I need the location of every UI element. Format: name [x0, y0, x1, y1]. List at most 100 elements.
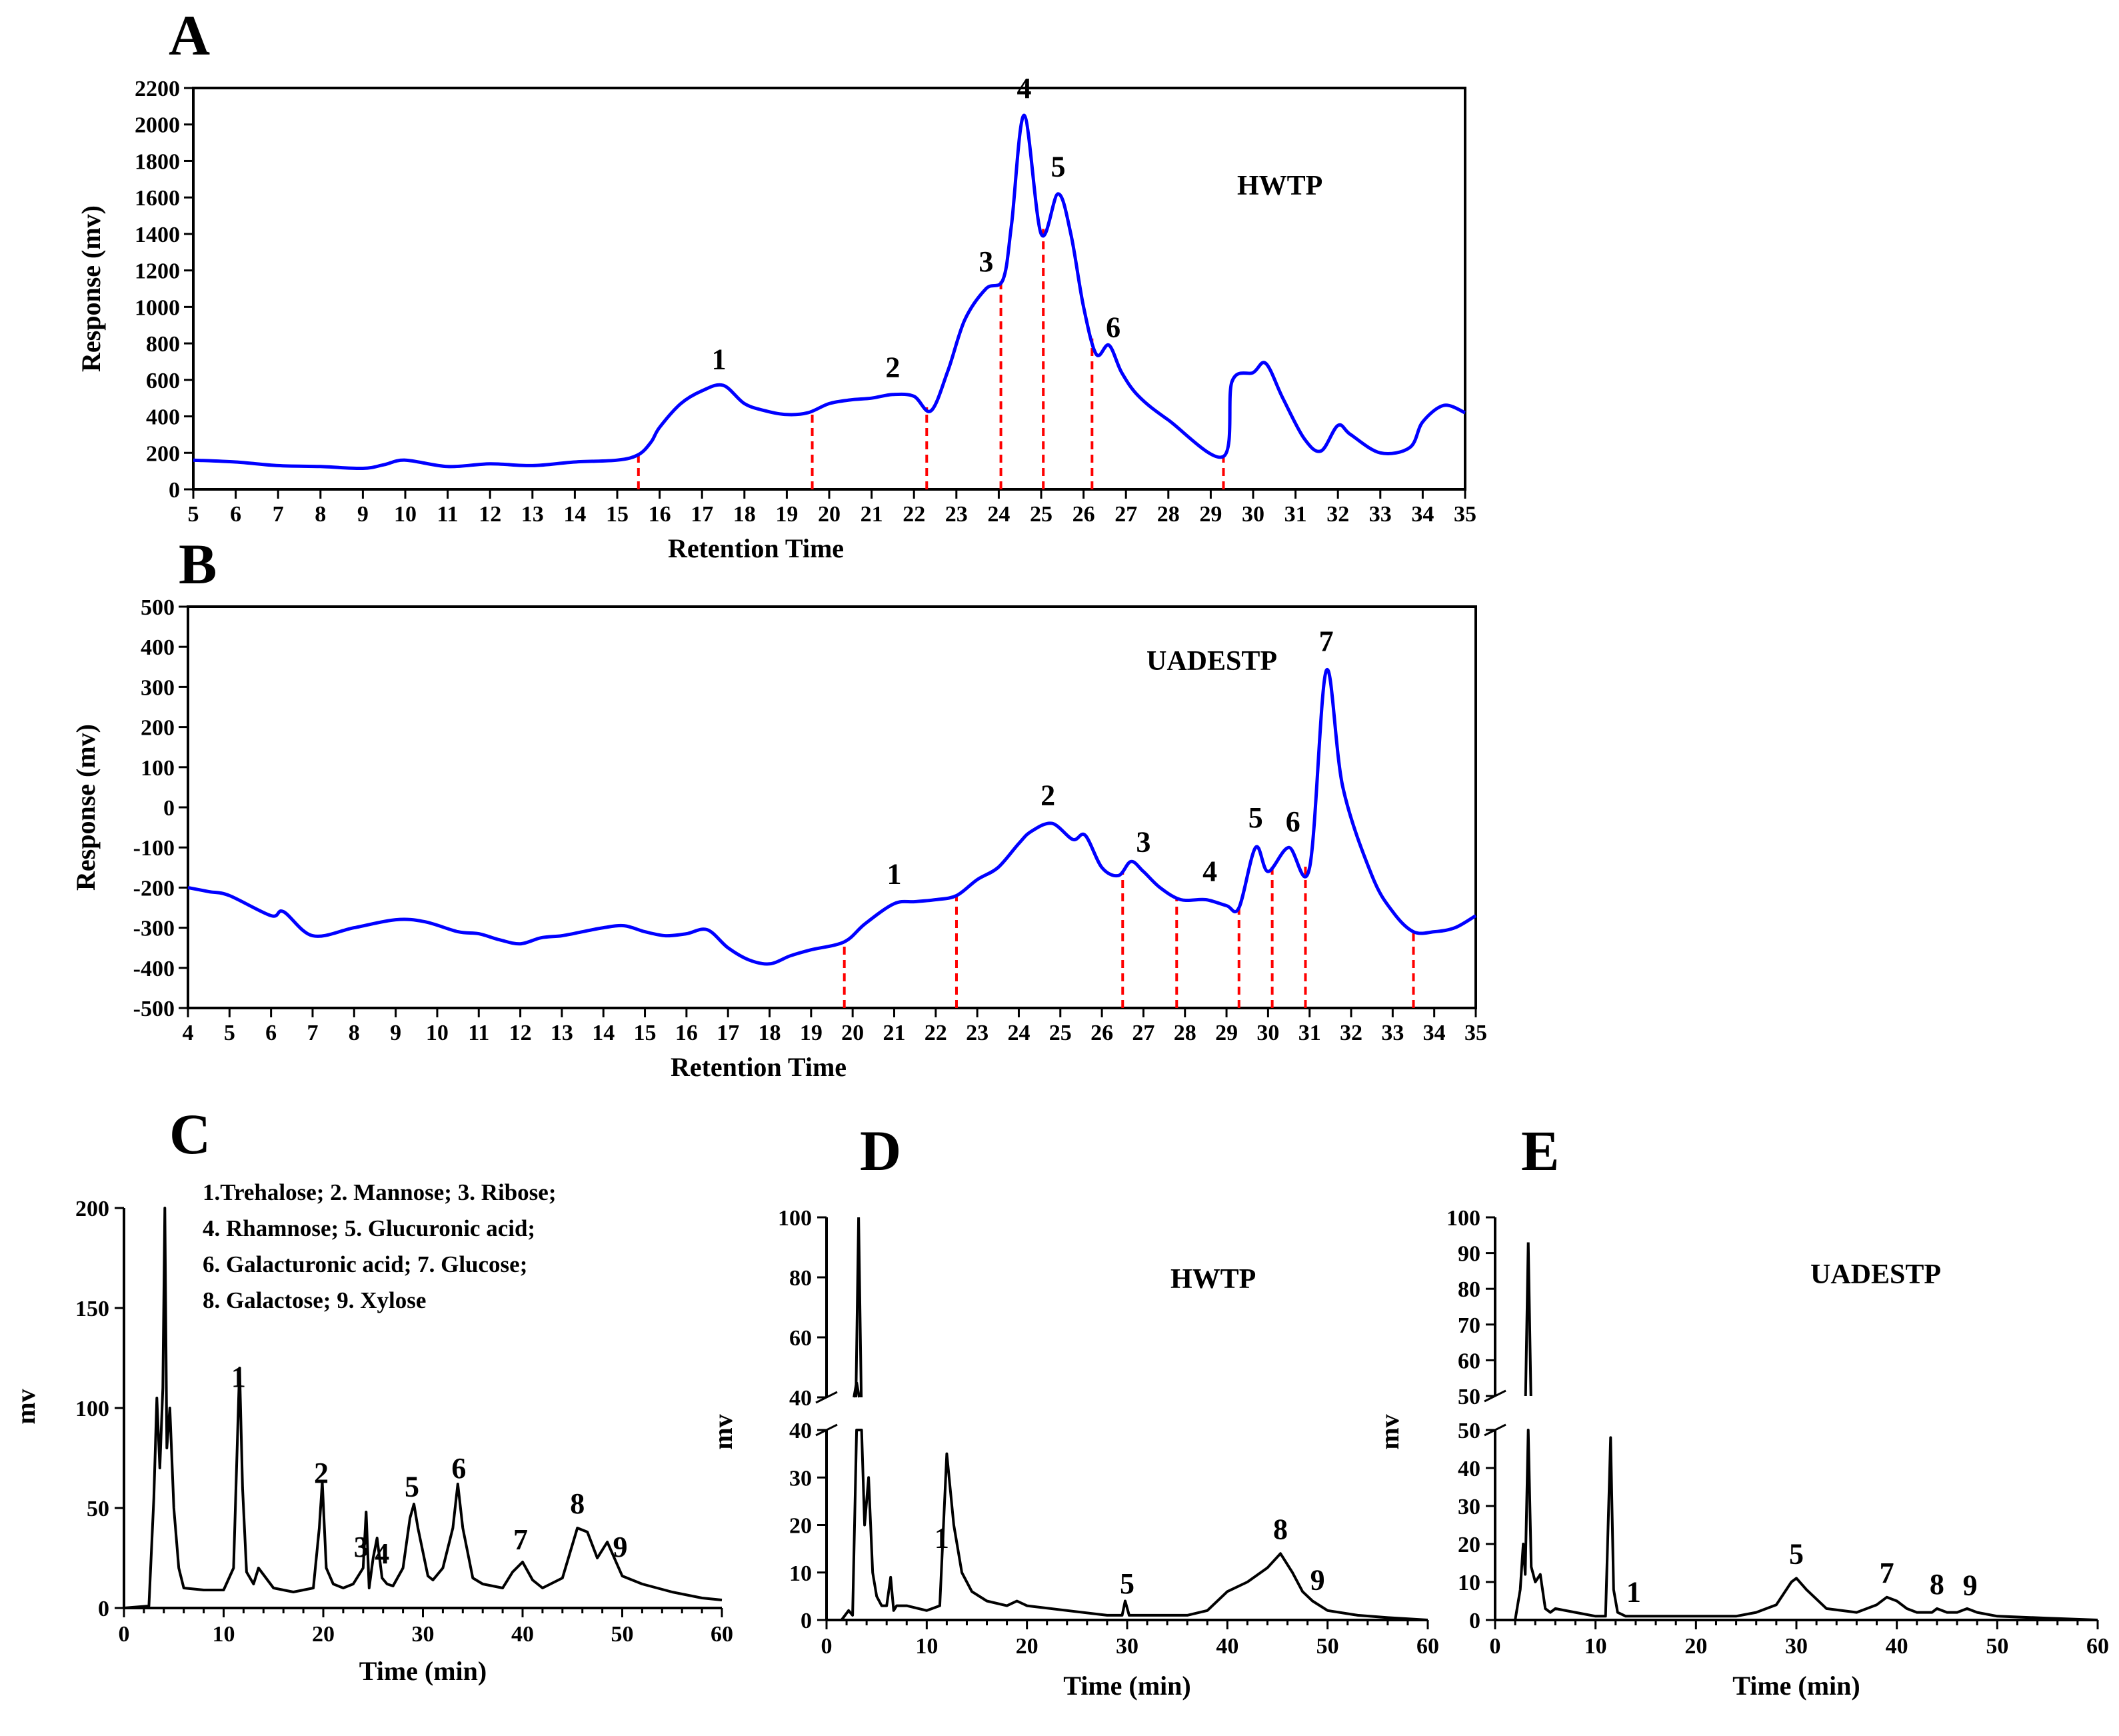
x-tick-label: 11 — [468, 1021, 489, 1045]
x-tick-label: 40 — [1886, 1634, 1908, 1659]
panel-a: A020040060080010001200140016001800200022… — [76, 3, 1476, 563]
x-tick-label: 28 — [1174, 1021, 1196, 1045]
peak-label: 7 — [513, 1523, 528, 1556]
chromatogram-line-upper — [1524, 1242, 1532, 1397]
x-tick-label: 20 — [818, 502, 841, 527]
x-tick-label: 34 — [1411, 502, 1434, 527]
x-tick-label: 13 — [551, 1021, 573, 1045]
x-tick-label: 0 — [821, 1634, 833, 1659]
chromatogram-line-lower — [827, 1429, 1428, 1621]
y-tick-label: 10 — [1458, 1571, 1480, 1595]
y-tick-label: 150 — [75, 1297, 109, 1321]
x-tick-label: 60 — [1416, 1634, 1439, 1659]
legend-line: 4. Rhamnose; 5. Glucuronic acid; — [203, 1215, 535, 1241]
x-tick-label: 20 — [312, 1622, 335, 1647]
x-tick-label: 35 — [1464, 1021, 1487, 1045]
sample-label: HWTP — [1170, 1264, 1256, 1295]
x-tick-label: 32 — [1340, 1021, 1362, 1045]
y-tick-label: -200 — [133, 876, 175, 901]
y-tick-label: 100 — [778, 1206, 812, 1231]
legend-line: 1.Trehalose; 2. Mannose; 3. Ribose; — [203, 1179, 557, 1205]
peak-label: 3 — [1136, 825, 1150, 858]
x-tick-label: 16 — [675, 1021, 698, 1045]
x-tick-label: 10 — [394, 502, 417, 527]
peak-label: 6 — [1286, 805, 1300, 838]
y-tick-label: 1600 — [135, 186, 180, 211]
legend-line: 8. Galactose; 9. Xylose — [203, 1287, 426, 1313]
x-tick-label: 35 — [1454, 502, 1476, 527]
y-tick-label: 40 — [789, 1419, 812, 1443]
peak-label: 8 — [1273, 1513, 1288, 1545]
y-axis-label: mv — [708, 1414, 738, 1449]
y-tick-label: 2000 — [135, 113, 180, 138]
y-tick-label: 30 — [789, 1466, 812, 1491]
y-tick-label: 500 — [141, 595, 175, 620]
y-tick-label: 0 — [169, 478, 180, 503]
x-tick-label: 19 — [775, 502, 798, 527]
y-tick-label: 400 — [146, 405, 180, 430]
y-tick-label: 20 — [789, 1514, 812, 1539]
plot-frame — [187, 605, 1477, 1009]
x-tick-label: 22 — [903, 502, 925, 527]
peak-label: 4 — [1202, 855, 1217, 887]
peak-label: 2 — [1041, 779, 1055, 811]
y-axis-label: Response (mv) — [76, 205, 106, 372]
x-tick-label: 29 — [1199, 502, 1222, 527]
x-tick-label: 10 — [426, 1021, 449, 1045]
y-tick-label: 80 — [789, 1266, 812, 1291]
x-tick-label: 33 — [1381, 1021, 1404, 1045]
sample-label: UADESTP — [1146, 646, 1277, 677]
peak-label: 5 — [1248, 801, 1263, 834]
peak-label: 9 — [1310, 1563, 1325, 1596]
sample-label: HWTP — [1237, 171, 1322, 201]
y-tick-label: 0 — [163, 796, 175, 821]
y-axis-label: Response (mv) — [71, 724, 101, 891]
peak-label: 5 — [1120, 1567, 1134, 1600]
y-tick-label: 2200 — [135, 77, 180, 101]
peak-label: 6 — [1106, 311, 1120, 344]
x-tick-label: 0 — [119, 1622, 130, 1647]
x-tick-label: 22 — [925, 1021, 947, 1045]
chromatogram-line — [187, 667, 1477, 966]
x-tick-label: 33 — [1369, 502, 1392, 527]
y-tick-label: 300 — [141, 675, 175, 700]
x-tick-label: 24 — [1007, 1021, 1030, 1045]
y-tick-label: 0 — [801, 1609, 812, 1633]
panel-letter: C — [169, 1102, 211, 1166]
peak-label: 2 — [885, 351, 900, 384]
x-tick-label: 50 — [611, 1622, 634, 1647]
y-tick-label: 200 — [75, 1197, 109, 1221]
y-tick-label: -300 — [133, 917, 175, 941]
x-tick-label: 7 — [273, 502, 284, 527]
x-tick-label: 30 — [1256, 1021, 1279, 1045]
x-tick-label: 5 — [224, 1021, 235, 1045]
chromatogram-line — [193, 113, 1466, 471]
panel-letter: B — [179, 532, 217, 596]
y-tick-label: -400 — [133, 957, 175, 981]
x-tick-label: 13 — [521, 502, 544, 527]
sample-label: UADESTP — [1810, 1259, 1941, 1290]
peak-label: 3 — [354, 1531, 369, 1563]
x-tick-label: 15 — [606, 502, 629, 527]
peak-label: 6 — [451, 1452, 466, 1485]
x-axis-label: Time (min) — [359, 1656, 487, 1686]
x-tick-label: 30 — [1242, 502, 1264, 527]
peak-label: 1 — [935, 1521, 949, 1554]
x-tick-label: 50 — [1316, 1634, 1339, 1659]
x-tick-label: 8 — [349, 1021, 360, 1045]
y-tick-label: 600 — [146, 369, 180, 393]
x-tick-label: 6 — [230, 502, 241, 527]
y-tick-label: 40 — [1458, 1457, 1480, 1481]
panel-d: D 40 60 80 100 0 10 20 30 40 0 10 20 30 40 50 60 Time (mi… — [708, 1119, 1439, 1701]
panel-e: E 50 60 70 80 90 100 0 10 20 30 40 50 0 10 20 30 40 50 60 Ti… — [1374, 1119, 2109, 1701]
x-tick-label: 17 — [717, 1021, 739, 1045]
y-tick-label: 80 — [1458, 1277, 1480, 1302]
y-tick-label: -500 — [133, 997, 175, 1021]
y-tick-label: 30 — [1458, 1495, 1480, 1519]
x-tick-label: 16 — [649, 502, 671, 527]
peak-label: 1 — [1626, 1575, 1641, 1608]
y-tick-label: 100 — [141, 756, 175, 781]
panel-letter: E — [1521, 1119, 1559, 1183]
y-tick-label: 60 — [1458, 1349, 1480, 1373]
